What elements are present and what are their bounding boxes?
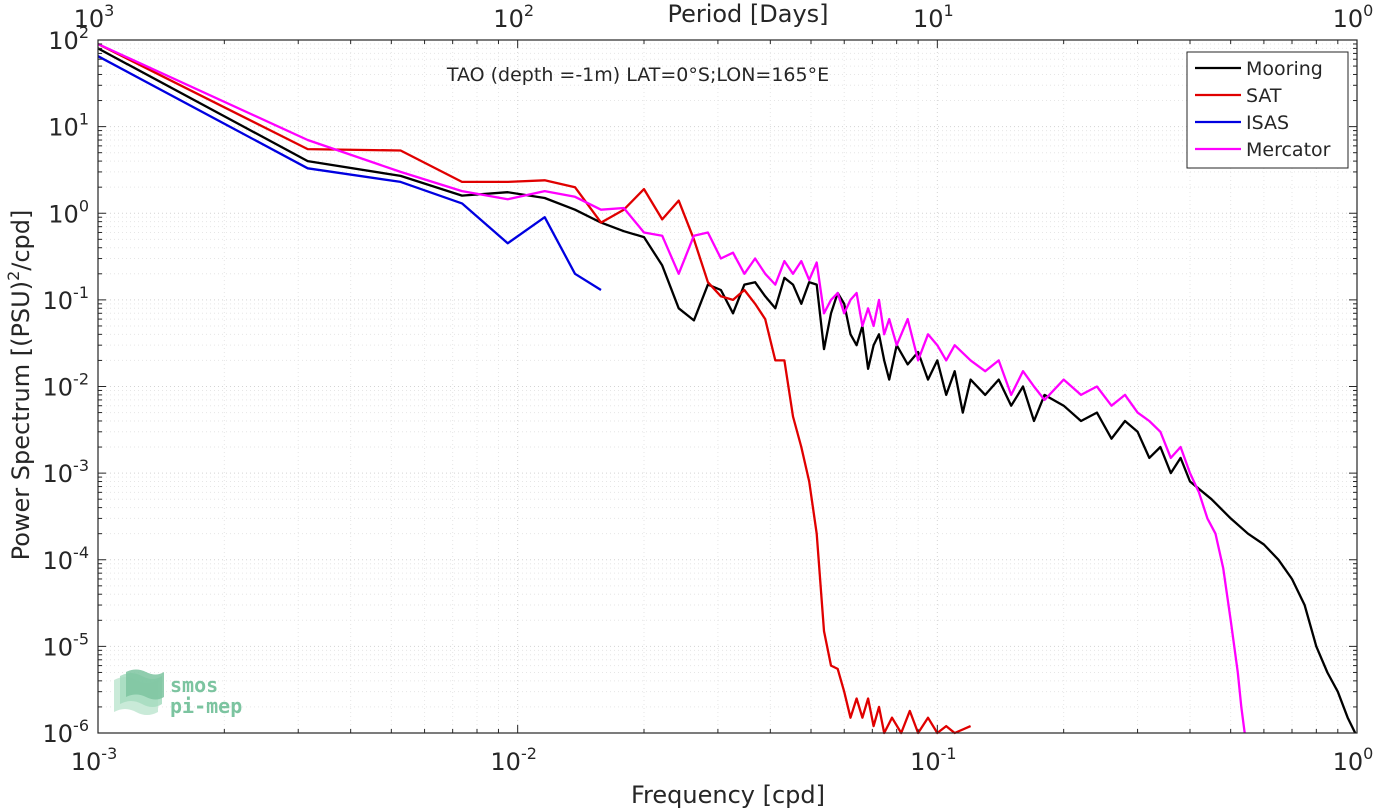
y-tick-label-exponent: -2 xyxy=(73,370,89,389)
y-tick-label: 10-2 xyxy=(43,370,90,402)
x-tick-label: 100 xyxy=(1333,744,1374,776)
legend: Mooring SAT ISAS Mercator xyxy=(1186,51,1349,169)
top-axis-label: Period [Days] xyxy=(667,0,828,28)
x-tick-label: 10-3 xyxy=(71,744,118,776)
x-tick-label-base: 10 xyxy=(1333,748,1364,776)
top-tick-label-base: 10 xyxy=(1333,5,1364,33)
top-tick-label: 100 xyxy=(1333,1,1374,33)
x-tick-label-exponent: -3 xyxy=(101,744,117,763)
y-tick-label-exponent: 0 xyxy=(79,196,89,215)
top-tick-label-exponent: 3 xyxy=(104,1,114,20)
logo-line-2: pi-mep xyxy=(170,694,242,718)
top-tick-label: 103 xyxy=(74,1,115,33)
top-tick-label-base: 10 xyxy=(493,5,524,33)
y-tick-label-exponent: -3 xyxy=(73,456,89,475)
x-tick-label: 10-2 xyxy=(490,744,537,776)
top-tick-label-base: 10 xyxy=(74,5,105,33)
y-tick-label: 100 xyxy=(48,196,89,228)
y-tick-label-exponent: 2 xyxy=(79,23,89,42)
legend-label-mooring: Mooring xyxy=(1246,58,1323,80)
y-tick-label-exponent: 1 xyxy=(79,110,89,129)
y-tick-label: 10-4 xyxy=(43,543,90,575)
top-tick-label-exponent: 2 xyxy=(524,1,534,20)
top-tick-label: 102 xyxy=(493,1,534,33)
series-lines xyxy=(97,42,1357,735)
top-tick-label-exponent: 1 xyxy=(944,1,954,20)
y-tick-label-base: 10 xyxy=(48,200,79,228)
y-axis-label-main: Power Spectrum [(PSU) xyxy=(7,281,35,560)
chart-title: TAO (depth =-1m) LAT=0°S;LON=165°E xyxy=(446,64,829,86)
x-tick-label-exponent: -1 xyxy=(941,744,957,763)
top-tick-label: 101 xyxy=(913,1,954,33)
y-tick-label-exponent: -1 xyxy=(73,283,89,302)
y-tick-label-base: 10 xyxy=(43,287,74,315)
logo-line-1: smos xyxy=(170,673,218,697)
y-axis-label-unit: /cpd] xyxy=(7,210,35,271)
series-line-isas xyxy=(97,55,602,291)
series-line-sat xyxy=(97,42,972,735)
y-axis-label: Power Spectrum [(PSU)2/cpd] xyxy=(4,210,35,561)
series-line-mercator xyxy=(97,42,1246,734)
x-tick-label-base: 10 xyxy=(71,748,102,776)
legend-label-mercator: Mercator xyxy=(1246,139,1331,161)
x-tick-label: 10-1 xyxy=(910,744,957,776)
x-tick-label-exponent: -2 xyxy=(521,744,537,763)
y-tick-label: 10-6 xyxy=(43,716,90,748)
x-tick-label-base: 10 xyxy=(490,748,521,776)
y-axis-label-sup: 2 xyxy=(4,271,23,281)
y-tick-label: 102 xyxy=(48,23,89,55)
y-tick-label-exponent: -5 xyxy=(73,629,89,648)
y-tick-label-base: 10 xyxy=(43,547,74,575)
y-tick-label-base: 10 xyxy=(48,114,79,142)
legend-label-sat: SAT xyxy=(1246,85,1282,107)
y-tick-label-exponent: -6 xyxy=(73,716,89,735)
y-tick-label: 10-1 xyxy=(43,283,90,315)
logo-wave-icon xyxy=(114,669,164,715)
y-tick-label-base: 10 xyxy=(43,374,74,402)
y-tick-label: 10-5 xyxy=(43,629,90,661)
x-tick-label-base: 10 xyxy=(910,748,941,776)
top-tick-label-base: 10 xyxy=(913,5,944,33)
y-tick-label-base: 10 xyxy=(43,460,74,488)
x-tick-label-exponent: 0 xyxy=(1363,744,1373,763)
x-axis-label: Frequency [cpd] xyxy=(631,781,825,809)
y-tick-label-exponent: -4 xyxy=(73,543,89,562)
y-tick-label: 10-3 xyxy=(43,456,90,488)
legend-label-isas: ISAS xyxy=(1246,112,1289,134)
top-tick-label-exponent: 0 xyxy=(1363,1,1373,20)
y-tick-label-base: 10 xyxy=(43,633,74,661)
y-tick-label: 101 xyxy=(48,110,89,142)
y-tick-label-base: 10 xyxy=(43,720,74,748)
smos-pimep-logo: smos pi-mep xyxy=(114,669,242,718)
axes xyxy=(97,39,1358,734)
y-tick-label-base: 10 xyxy=(48,27,79,55)
